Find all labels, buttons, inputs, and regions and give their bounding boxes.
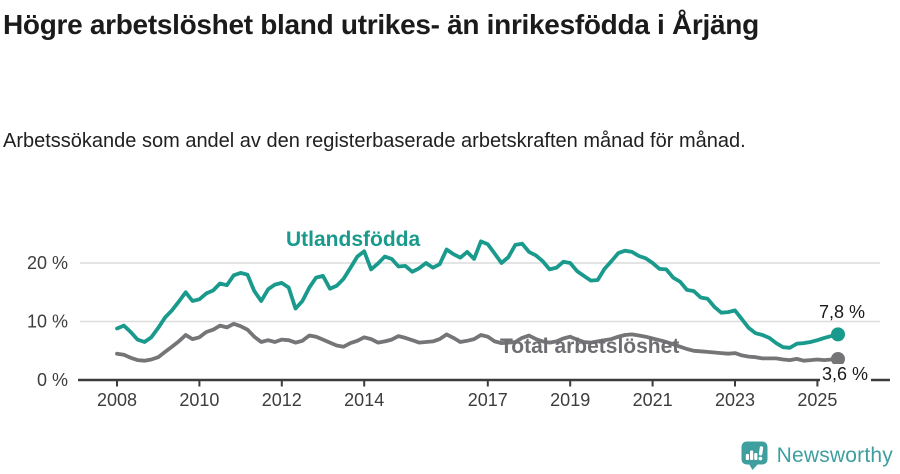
x-tick-label: 2014 (344, 390, 384, 410)
x-tick-label: 2017 (468, 390, 508, 410)
newsworthy-logo-text: Newsworthy (776, 443, 893, 467)
series-end-dot-utlandsfodda (831, 327, 846, 342)
page-title: Högre arbetslöshet bland utrikes- än inr… (3, 9, 759, 40)
series-label-total-arbetsloshet: Total arbetslöshet (500, 335, 680, 358)
y-tick-label: 10 % (27, 312, 68, 332)
x-tick-label: 2023 (715, 390, 755, 410)
newsworthy-bubble-chart-icon (741, 441, 768, 470)
x-tick-label: 2025 (797, 390, 837, 410)
y-tick-label: 20 % (27, 253, 68, 273)
end-value-label-utlandsfodda: 7,8 % (819, 302, 866, 322)
newsworthy-logo: Newsworthy (741, 441, 893, 470)
page-subtitle: Arbetssökande som andel av den registerb… (3, 130, 746, 152)
series-end-dot-total-arbetsloshet (831, 351, 846, 366)
y-tick-label: 0 % (37, 370, 68, 390)
end-value-label-total: 3,6 % (820, 364, 872, 385)
x-tick-label: 2019 (550, 390, 590, 410)
x-tick-label: 2012 (262, 390, 302, 410)
series-line-total-arbetsloshet (115, 321, 840, 363)
x-tick-label: 2010 (179, 390, 219, 410)
x-tick-label: 2008 (97, 390, 137, 410)
series-label-utlandsfodda: Utlandsfödda (286, 228, 421, 251)
x-tick-label: 2021 (633, 390, 673, 410)
series-line-utlandsfodda (115, 239, 840, 350)
